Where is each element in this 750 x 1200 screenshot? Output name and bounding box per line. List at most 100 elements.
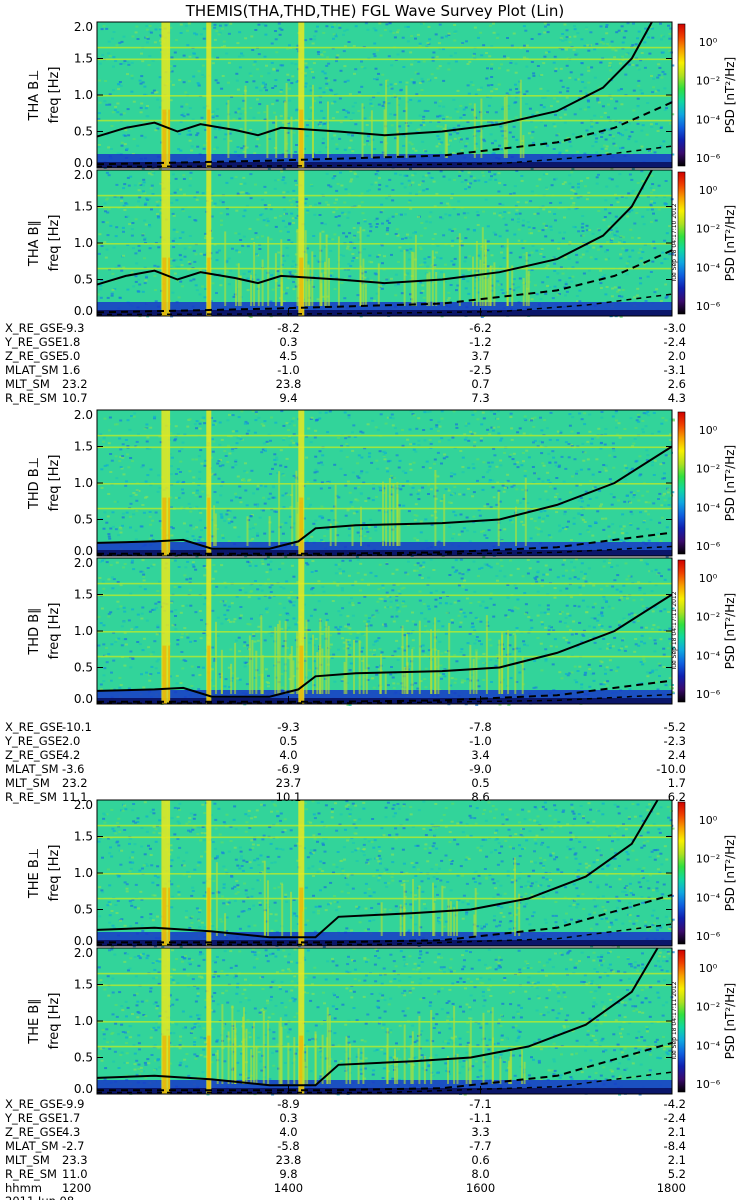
- spectrogram-speckle: [505, 92, 509, 95]
- spectrogram-speckle: [242, 235, 246, 238]
- spectrogram-speckle: [605, 25, 608, 28]
- spectrogram-speckle: [151, 608, 155, 611]
- spectrogram-speckle: [147, 197, 151, 200]
- spectrogram-speckle: [423, 261, 427, 264]
- spectrogram-speckle: [400, 587, 404, 590]
- spectrogram-speckle: [372, 27, 376, 30]
- spectrogram-speckle: [140, 134, 144, 137]
- spectrogram-speckle: [510, 485, 514, 488]
- spectrogram-speckle: [387, 222, 391, 224]
- spectrogram-speckle: [449, 501, 453, 504]
- spectrogram-speckle: [649, 518, 653, 521]
- spectrogram-speckle: [546, 23, 550, 26]
- spectrogram-speckle: [242, 99, 246, 102]
- spectrogram-speckle: [451, 537, 454, 540]
- spectrogram-speckle: [604, 433, 608, 436]
- spectrogram-speckle: [186, 425, 190, 428]
- spectrogram-speckle: [195, 191, 199, 194]
- spectrogram-speckle: [328, 486, 332, 489]
- spectrogram-speckle: [608, 212, 612, 215]
- spectrogram-speckle: [337, 563, 341, 566]
- spectrogram-speckle: [353, 436, 357, 438]
- spectrogram-speckle: [619, 253, 623, 256]
- spectrogram-speckle: [591, 473, 595, 476]
- spectrogram-speckle: [360, 456, 364, 459]
- spectrogram-speckle: [604, 128, 608, 131]
- spectrogram-speckle: [456, 110, 460, 113]
- spectrogram-speckle: [622, 36, 626, 39]
- spectrogram-speckle: [116, 196, 120, 199]
- spectrogram-speckle: [350, 178, 354, 181]
- spectrogram-speckle: [257, 144, 261, 147]
- spectrogram-speckle: [450, 193, 454, 196]
- spectrogram-speckle: [124, 484, 128, 487]
- spectrogram-speckle: [651, 669, 655, 672]
- wave-activity: [388, 478, 391, 546]
- spectrogram-speckle: [429, 591, 433, 594]
- spectrogram-speckle: [137, 249, 141, 252]
- spectrogram-speckle: [115, 183, 119, 186]
- spectrogram-speckle: [295, 144, 298, 146]
- spectrogram-speckle: [151, 59, 155, 62]
- spectrogram-speckle: [587, 567, 591, 570]
- spectrogram-speckle: [105, 198, 109, 201]
- spectrogram-speckle: [424, 150, 428, 153]
- spectrogram-speckle: [399, 89, 403, 92]
- spectrogram-speckle: [525, 103, 529, 105]
- spectrogram-speckle: [144, 274, 148, 277]
- spectrogram-speckle: [178, 79, 182, 82]
- spectrogram-speckle: [265, 440, 269, 443]
- spectrogram-speckle: [650, 590, 654, 593]
- spectrogram-speckle: [174, 39, 178, 42]
- spectrogram-speckle: [198, 477, 201, 480]
- spectrogram-speckle: [321, 260, 325, 263]
- spectrogram-speckle: [447, 32, 451, 35]
- spectrogram-speckle: [263, 204, 267, 207]
- spectrogram-speckle: [212, 205, 216, 208]
- spectrogram-speckle: [141, 290, 145, 293]
- spectrogram-speckle: [283, 208, 287, 211]
- spectrogram-speckle: [393, 36, 397, 39]
- spectrogram-speckle: [339, 121, 343, 124]
- spectrogram-speckle: [586, 44, 590, 47]
- spectrogram-speckle: [353, 101, 357, 104]
- wave-activity: [446, 132, 448, 158]
- spectrogram-speckle: [465, 570, 469, 573]
- spectrogram-speckle: [659, 638, 663, 641]
- spectrogram-speckle: [141, 464, 145, 467]
- spectrogram-speckle: [107, 208, 111, 210]
- spectrogram-speckle: [323, 72, 327, 75]
- spectrogram-speckle: [176, 468, 180, 470]
- spectrogram-speckle: [571, 275, 575, 278]
- spectrogram-speckle: [558, 524, 561, 527]
- spectrogram-speckle: [251, 410, 255, 413]
- spectrogram-speckle: [384, 606, 388, 609]
- wave-activity: [525, 252, 528, 306]
- spectrogram-speckle: [363, 276, 367, 279]
- spectrogram-speckle: [256, 534, 260, 537]
- wave-activity: [274, 253, 277, 306]
- spectrogram-speckle: [192, 491, 196, 494]
- spectrogram-speckle: [653, 247, 657, 250]
- spectrogram-speckle: [218, 443, 222, 446]
- spectrogram-speckle: [401, 50, 405, 53]
- spectrogram-speckle: [134, 280, 138, 283]
- spectrogram-speckle: [111, 272, 115, 275]
- spectrogram-speckle: [540, 623, 544, 626]
- spectrogram-speckle: [575, 261, 579, 264]
- spectrogram-speckle: [414, 503, 418, 506]
- spectrogram-speckle: [655, 90, 659, 93]
- spectrogram-speckle: [570, 280, 574, 283]
- spectrogram-speckle: [471, 84, 475, 87]
- spectrogram-speckle: [660, 504, 664, 507]
- spectrogram-speckle: [288, 444, 292, 447]
- spectrogram-speckle: [116, 600, 120, 603]
- spectrogram-speckle: [476, 479, 479, 482]
- spectrogram-speckle: [518, 501, 522, 504]
- spectrogram-speckle: [506, 473, 510, 476]
- spectrogram-speckle: [288, 271, 292, 274]
- spectrogram-speckle: [479, 88, 482, 91]
- spectrogram-speckle: [375, 78, 379, 81]
- spectrogram-speckle: [446, 299, 450, 302]
- spectrogram-speckle: [265, 89, 268, 92]
